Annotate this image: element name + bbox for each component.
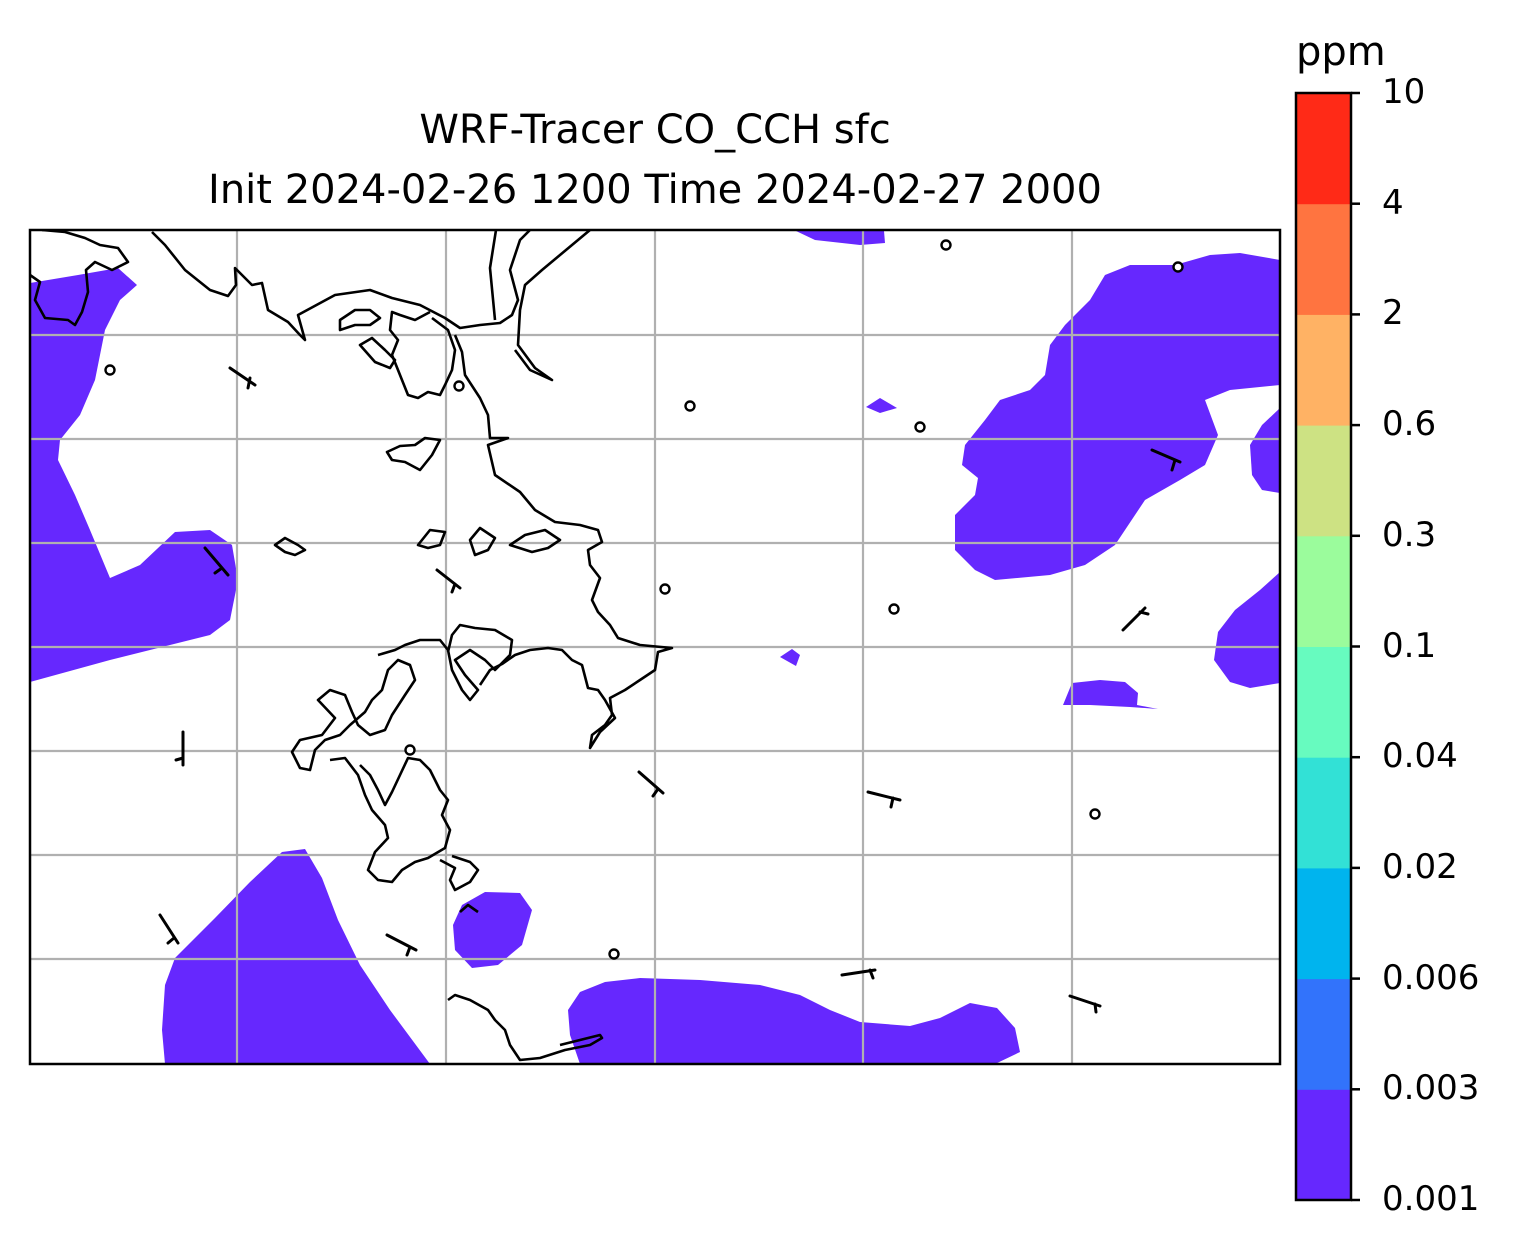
- tracer-field: [30, 231, 1280, 1064]
- colorbar-segment-1: [1296, 978, 1351, 1090]
- chart-title-line1: WRF-Tracer CO_CCH sfc: [419, 107, 891, 153]
- wind-barbs: [158, 366, 1182, 1014]
- coastline-island-7: [508, 528, 562, 554]
- colorbar-segment-6: [1296, 425, 1351, 537]
- coastlines: [30, 230, 674, 1062]
- colorbar-unit: ppm: [1296, 29, 1386, 75]
- calm-circles: [104, 239, 1184, 960]
- colorbar-tick-label: 4: [1382, 182, 1404, 223]
- tracer-area-e2: [1214, 572, 1280, 688]
- colorbar-segment-5: [1296, 535, 1351, 647]
- coastline-tierra-del-fuego: [439, 854, 604, 1062]
- colorbar-tick-label: 0.001: [1382, 1179, 1480, 1219]
- tracer-area-blob1: [866, 398, 897, 413]
- colorbar-tick-label: 0.006: [1382, 957, 1480, 998]
- colorbar: [1294, 91, 1360, 1202]
- colorbar-tick-label: 10: [1382, 72, 1426, 112]
- tracer-area-south: [568, 978, 1020, 1064]
- tracer-area-east-mid: [1063, 680, 1158, 709]
- tracer-area-blob2: [780, 649, 800, 666]
- colorbar-tick-label: 0.6: [1382, 404, 1437, 445]
- coastline-channel-b: [513, 230, 591, 382]
- coastline-spine: [453, 334, 674, 750]
- tracer-area-s-blob: [453, 892, 532, 968]
- colorbar-tick-label: 0.02: [1382, 846, 1458, 887]
- colorbar-segment-0: [1296, 1089, 1351, 1201]
- coastline-fjords-west: [290, 658, 417, 772]
- coastline-north: [151, 230, 531, 342]
- coastline-island-2: [358, 336, 397, 370]
- coastline-island-1: [338, 308, 382, 332]
- coastline-archipelago: [377, 623, 514, 702]
- colorbar-tick-label: 2: [1382, 293, 1404, 334]
- colorbar-segment-4: [1296, 646, 1351, 758]
- colorbar-segment-3: [1296, 757, 1351, 869]
- tracer-area-nw: [30, 268, 238, 682]
- colorbar-segment-2: [1296, 867, 1351, 980]
- coastline-channel-a: [488, 230, 498, 321]
- colorbar-tick-label: 0.04: [1382, 736, 1458, 777]
- coastline-island-4: [273, 536, 307, 557]
- colorbar-segment-9: [1296, 93, 1351, 205]
- colorbar-tick-label: 0.003: [1382, 1068, 1480, 1109]
- colorbar-segment-8: [1296, 203, 1351, 315]
- coastline-island-6: [468, 526, 497, 557]
- chart-title-line2: Init 2024-02-26 1200 Time 2024-02-27 200…: [208, 167, 1102, 213]
- coastline-nw: [30, 230, 130, 327]
- coastline-west-islands: [388, 310, 457, 400]
- map-frame: [28, 228, 1282, 1066]
- colorbar-tick-label: 0.3: [1382, 514, 1437, 555]
- tracer-area-e1: [1250, 408, 1280, 493]
- coastline-island-5: [416, 528, 447, 550]
- colorbar-segment-7: [1296, 314, 1351, 426]
- coastline-fjords-south: [329, 756, 452, 884]
- colorbar-tick-label: 0.1: [1382, 625, 1437, 666]
- gridlines: [30, 230, 1280, 1064]
- tracer-area-sw: [162, 849, 430, 1064]
- coastline-island-3: [385, 436, 442, 472]
